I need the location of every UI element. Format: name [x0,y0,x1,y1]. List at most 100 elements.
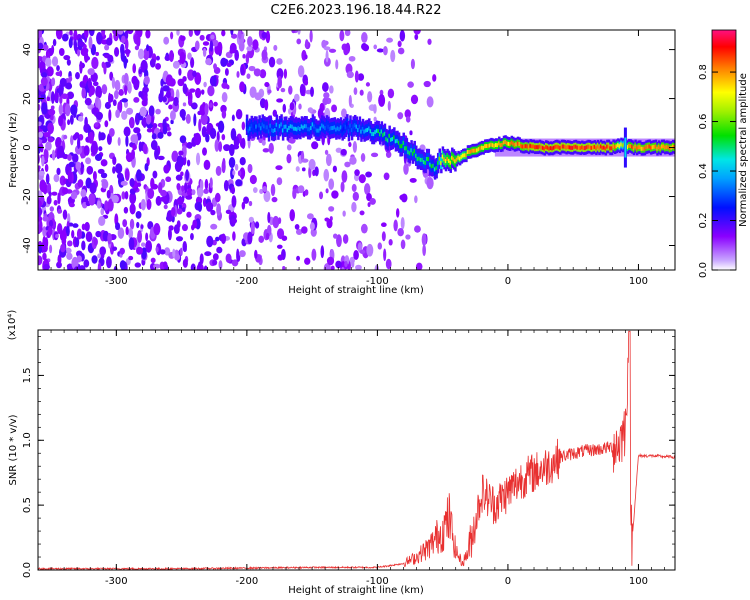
snr-y-label: SNR (10 * v/v) [8,414,19,485]
spectrogram-noise-cell [322,97,329,106]
spectrogram-noise-cell [162,261,168,268]
snr-x-tick-label: -300 [105,576,128,587]
spectrogram-noise-cell [298,103,302,110]
spectrogram-ridge-core [620,142,623,147]
spectrogram-noise-cell [60,243,66,253]
spectrogram-x-tick-label: 100 [629,276,648,287]
spectrogram-noise-cell [38,30,43,39]
spectrogram-noise-cell [286,153,292,164]
spectrogram-noise-cell [75,237,80,248]
spectrogram-noise-cell [97,98,102,111]
spectrogram-noise-cell [230,33,238,39]
spectrogram-noise-cell [69,202,75,208]
spectrogram-ridge-core [394,139,398,144]
spectrogram-noise-cell [58,84,64,97]
spectrogram-ridge-core [419,157,423,162]
spectrogram-noise-cell [170,119,174,125]
spectrogram-noise-cell [129,218,135,230]
spectrogram-noise-cell [172,60,180,69]
spectrogram-noise-cell [194,40,200,51]
spectrogram-noise-cell [143,75,150,85]
spectrogram-noise-cell [301,158,309,163]
spectrogram-noise-cell [111,194,119,204]
spectrogram-noise-cell [180,171,184,177]
spectrogram-x-axis: -300 -200 -100 0 100 [50,30,665,287]
spectrogram-noise-cell [414,34,419,40]
spectrogram-noise-cell [282,103,287,113]
spectrogram-noise-cell [234,163,239,171]
spectrogram-noise-cell [340,181,345,193]
spectrogram-ridge-core [250,123,254,128]
spectrogram-noise-cell [132,144,137,151]
spectrogram-noise-cell [230,128,237,141]
spectrogram-noise-cell [100,172,108,179]
spectrogram-noise-cell [240,64,245,76]
spectrogram-noise-cell [405,116,411,123]
spectrogram-noise-cell [162,96,167,103]
spectrogram-noise-cell [178,150,184,156]
spectrogram-ridge-core [253,124,257,129]
spectrogram-noise-cell [127,81,132,94]
spectrogram-ridge-core [570,145,573,150]
spectrogram-ridge-core [386,138,390,143]
spectrogram-noise-cell [51,191,58,196]
spectrogram-ridge-core [444,159,448,164]
spectrogram-noise-cell [231,186,236,195]
spectrogram-ridge-core [466,150,470,155]
spectrogram-noise-cell [409,177,417,183]
spectrogram-noise-cell [142,143,148,155]
spectrogram-noise-cell [152,170,158,179]
spectrogram-noise-cell [203,265,208,270]
spectrogram-noise-cell [344,30,351,37]
spectrogram-noise-cell [190,263,196,270]
spectrogram-ridge-core [493,143,496,148]
spectrogram-ridge-core [471,148,474,153]
spectrogram-noise-cell [150,139,158,151]
spectrogram-noise-cell [88,36,93,50]
spectrogram-noise-cell [106,256,112,269]
spectrogram-noise-cell [226,84,230,90]
spectrogram-noise-cell [182,102,187,107]
spectrogram-noise-cell [55,234,59,239]
spectrogram-noise-cell [157,122,164,128]
spectrogram-noise-cell [69,114,74,125]
spectrogram-noise-cell [180,35,186,42]
spectrogram-ridge-core [355,124,358,129]
spectrogram-ridge-core [646,144,650,149]
spectrogram-noise-cell [377,242,383,250]
spectrogram-noise-cell [262,148,270,153]
spectrogram-noise-cell [145,114,152,125]
spectrogram-ridge-core [350,128,354,133]
spectrogram-noise-cell [190,233,194,241]
spectrogram-noise-cell [344,260,348,268]
spectrogram-noise-cell [265,232,270,240]
spectrogram-ridge-core [347,129,351,134]
spectrogram-ridge-core [518,142,521,147]
spectrogram-ridge-core [430,164,434,169]
snr-x-tick-label: 0 [505,576,511,587]
spectrogram-noise-cell [67,154,72,161]
spectrogram-noise-cell [91,56,99,70]
spectrogram-noise-cell [98,131,102,141]
snr-frame [37,329,676,571]
spectrogram-noise-cell [187,98,193,106]
spectrogram-noise-cell [294,224,300,230]
spectrogram-noise-cell [54,91,59,104]
spectrogram-ridge-core [639,145,642,150]
spectrogram-noise-cell [159,249,166,255]
spectrogram-noise-cell [426,96,434,108]
spectrogram-noise-cell [247,36,253,47]
spectrogram-noise-cell [209,127,217,140]
spectrogram-noise-cell [92,170,97,181]
spectrogram-noise-cell [210,34,215,40]
spectrogram-noise-cell [225,209,232,215]
spectrogram-noise-cell [77,179,84,188]
spectrogram-noise-cell [122,219,128,228]
spectrogram-noise-cell [47,225,53,237]
spectrogram-y-tick-label: 0 [22,144,33,150]
spectrogram-noise-cell [205,133,210,143]
spectrogram-noise-cell [104,120,109,128]
spectrogram-noise-cell [63,134,68,140]
spectrogram-noise-cell [38,42,44,50]
spectrogram-noise-cell [241,137,246,150]
